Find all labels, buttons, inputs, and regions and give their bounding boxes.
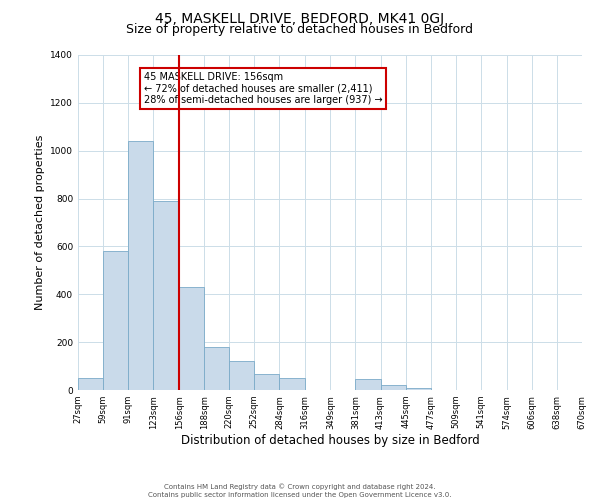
Bar — [128, 141, 153, 390]
Bar — [229, 361, 254, 390]
Bar — [204, 348, 229, 390]
Text: 45, MASKELL DRIVE, BEDFORD, MK41 0GJ: 45, MASKELL DRIVE, BEDFORD, MK41 0GJ — [155, 12, 445, 26]
Text: 45 MASKELL DRIVE: 156sqm
← 72% of detached houses are smaller (2,411)
28% of sem: 45 MASKELL DRIVE: 156sqm ← 72% of detach… — [143, 72, 382, 105]
Bar — [78, 378, 103, 390]
Bar — [179, 287, 204, 390]
Bar — [406, 388, 431, 390]
Bar — [254, 374, 280, 390]
Y-axis label: Number of detached properties: Number of detached properties — [35, 135, 44, 310]
Bar — [380, 384, 406, 390]
Text: Size of property relative to detached houses in Bedford: Size of property relative to detached ho… — [127, 22, 473, 36]
Bar — [103, 251, 128, 390]
X-axis label: Distribution of detached houses by size in Bedford: Distribution of detached houses by size … — [181, 434, 479, 448]
Bar — [355, 378, 380, 390]
Bar — [153, 201, 178, 390]
Text: Contains HM Land Registry data © Crown copyright and database right 2024.
Contai: Contains HM Land Registry data © Crown c… — [148, 484, 452, 498]
Bar — [280, 378, 305, 390]
